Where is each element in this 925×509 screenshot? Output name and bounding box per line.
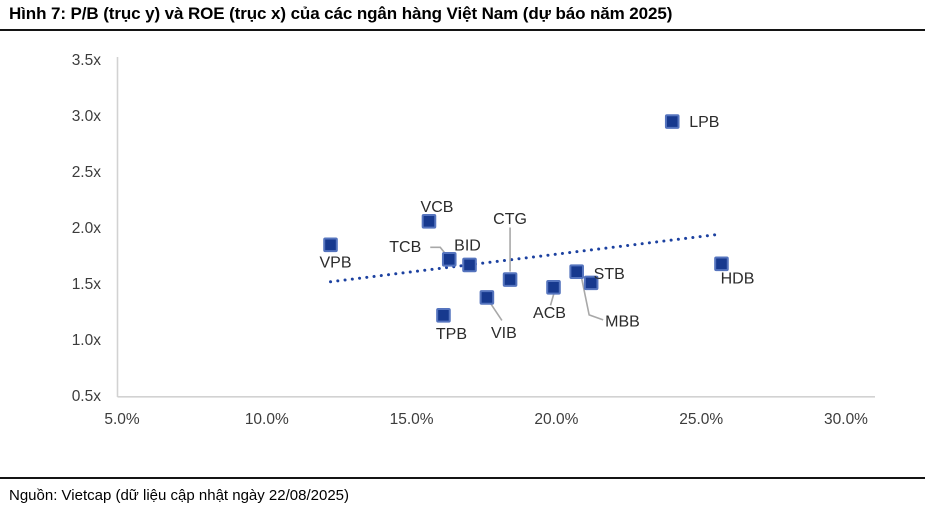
label-CTG: CTG: [493, 211, 527, 228]
point-HDB: [714, 256, 729, 272]
label-STB: STB: [594, 266, 625, 283]
x-tick-5.0%: 5.0%: [104, 411, 140, 428]
label-TPB: TPB: [436, 326, 467, 343]
label-MBB: MBB: [605, 313, 640, 330]
point-ACB: [546, 280, 561, 295]
point-VPB: [323, 237, 338, 253]
x-tick-30.0%: 30.0%: [824, 411, 868, 428]
connector-VIB: [489, 301, 503, 321]
x-tick-25.0%: 25.0%: [679, 411, 723, 428]
y-tick-3.5x: 3.5x: [72, 52, 102, 69]
y-tick-2.5x: 2.5x: [72, 164, 102, 181]
x-tick-20.0%: 20.0%: [534, 411, 578, 428]
label-VIB: VIB: [491, 325, 517, 342]
y-tick-2.0x: 2.0x: [72, 220, 102, 237]
trend-line: [329, 233, 718, 284]
scatter-chart: 0.5x 1.0x 1.5x 2.0x 2.5x 3.0x 3.5x 5.0% 10.0% 15.…: [72, 52, 875, 428]
point-VIB: [479, 290, 495, 305]
y-tick-3.0x: 3.0x: [72, 108, 102, 125]
point-BID: [462, 257, 477, 273]
label-HDB: HDB: [721, 270, 755, 287]
point-TCB: [441, 252, 457, 267]
x-tick-10.0%: 10.0%: [245, 411, 289, 428]
point-MBB: [583, 275, 599, 291]
point-STB: [569, 264, 584, 279]
source-note: Nguồn: Vietcap (dữ liệu cập nhật ngày 22…: [9, 487, 350, 504]
label-VPB: VPB: [320, 254, 352, 271]
x-tick-15.0%: 15.0%: [390, 411, 434, 428]
point-CTG: [502, 272, 518, 287]
title-divider: [0, 29, 925, 31]
point-TPB: [436, 308, 451, 323]
label-ACB: ACB: [533, 305, 566, 322]
label-TCB: TCB: [389, 239, 421, 256]
label-VCB: VCB: [421, 199, 454, 216]
point-LPB: [664, 114, 680, 129]
label-LPB: LPB: [689, 114, 719, 131]
connector-MBB: [580, 275, 604, 321]
y-tick-0.5x: 0.5x: [72, 388, 102, 405]
figure-title: Hình 7: P/B (trục y) và ROE (trục x) của…: [9, 4, 673, 23]
footer-divider: [0, 477, 925, 479]
y-tick-1.0x: 1.0x: [72, 332, 102, 349]
point-VCB: [421, 213, 437, 229]
y-tick-1.5x: 1.5x: [72, 276, 102, 293]
label-BID: BID: [454, 237, 481, 254]
